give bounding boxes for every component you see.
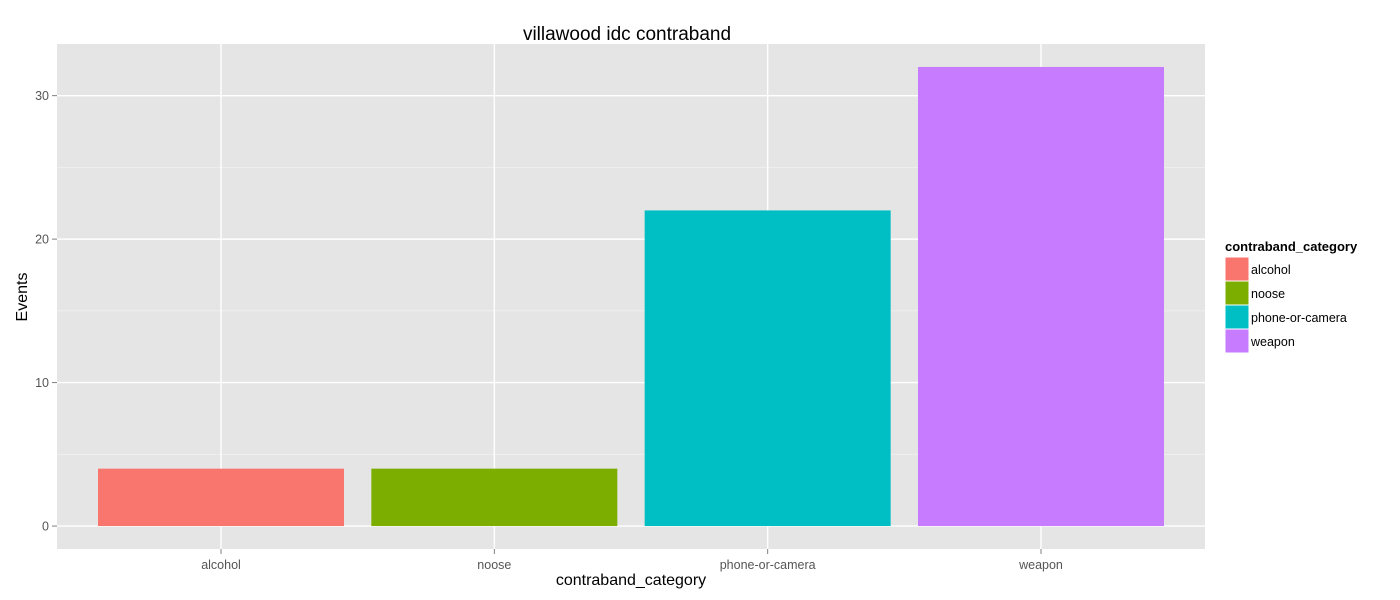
x-tick-label: noose [477,558,511,572]
legend-title: contraband_category [1225,239,1358,254]
legend-label-weapon: weapon [1250,335,1295,349]
y-tick-label: 10 [35,376,49,390]
x-tick-label: weapon [1018,558,1063,572]
legend-swatch-noose [1224,280,1250,306]
x-axis-title: contraband_category [556,572,706,589]
bar-alcohol [98,468,344,527]
legend: contraband_category alcohol noose phone-or… [1224,239,1358,354]
legend-label-noose: noose [1251,287,1285,301]
x-tick-label: phone-or-camera [720,558,816,572]
x-axis: alcohol noose phone-or-camera weapon [201,549,1063,572]
bar-weapon [918,66,1164,527]
legend-swatch-phone-or-camera [1224,304,1250,330]
legend-label-alcohol: alcohol [1251,263,1291,277]
y-tick-label: 30 [35,89,49,103]
y-axis: 0 10 20 30 [35,89,57,534]
x-tick-label: alcohol [201,558,241,572]
legend-label-phone-or-camera: phone-or-camera [1251,311,1347,325]
chart-title: villawood idc contraband [523,24,731,45]
y-tick-label: 0 [42,520,49,534]
y-axis-title: Events [14,273,31,322]
y-tick-label: 20 [35,233,49,247]
bars [98,66,1164,527]
legend-swatch-weapon [1224,328,1250,354]
legend-swatch-alcohol [1224,256,1250,282]
bar-noose [371,468,618,527]
bar-phone-or-camera [644,210,891,527]
